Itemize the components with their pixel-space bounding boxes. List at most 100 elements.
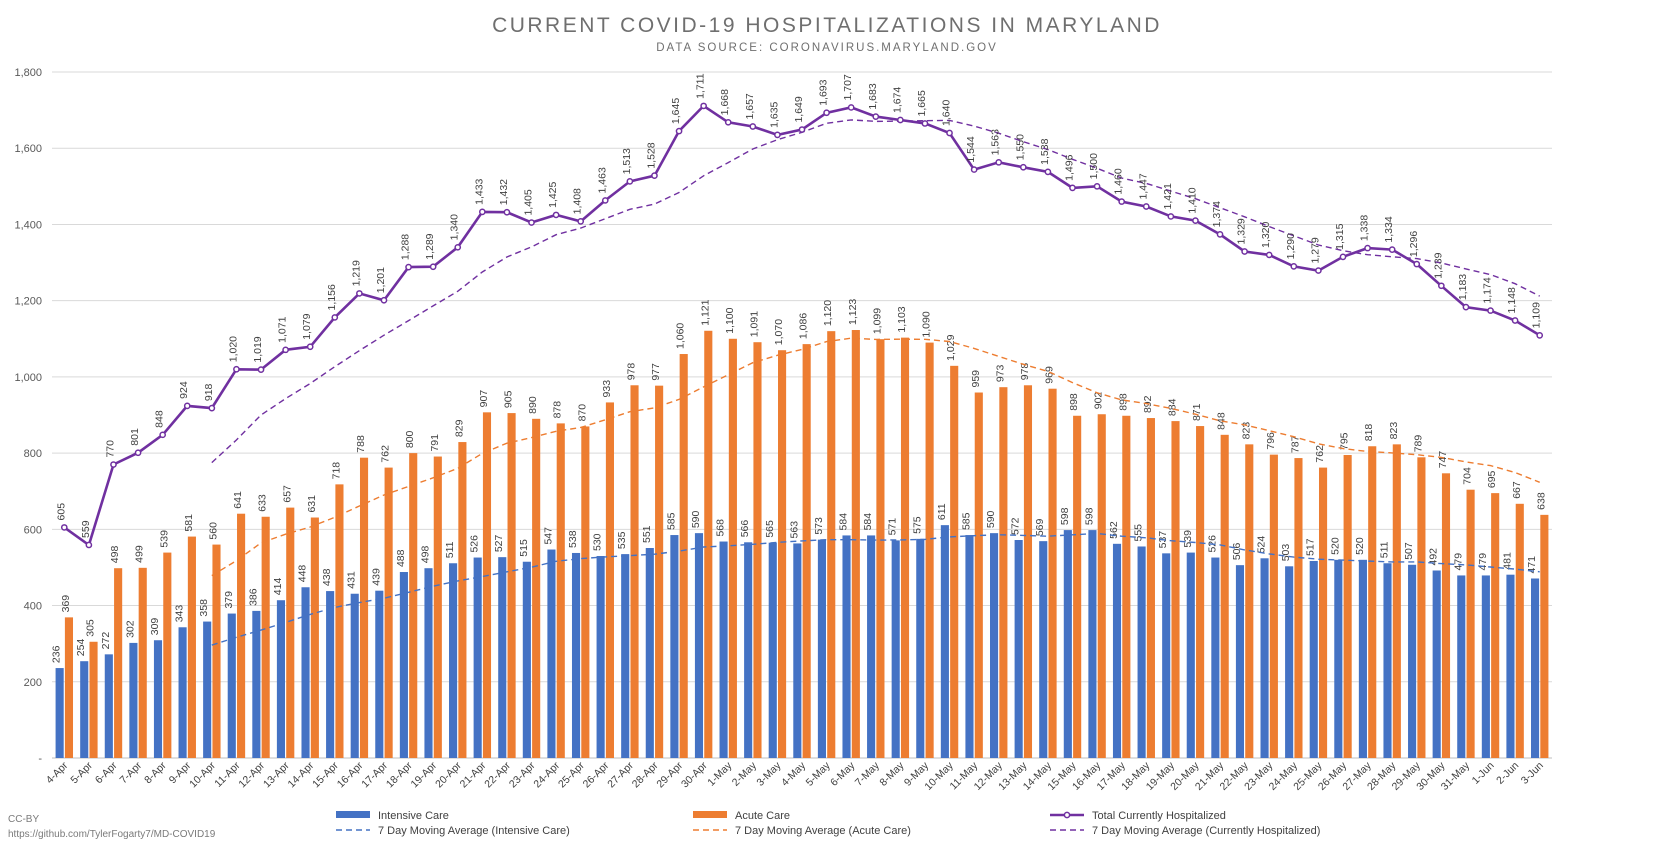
total-point-21-Apr — [478, 208, 486, 216]
moving-average-line — [211, 119, 1541, 464]
total-point-16-May — [1093, 182, 1101, 190]
total-point-24-May — [1290, 263, 1298, 270]
moving-average-line — [211, 337, 1540, 577]
total-data-label: 1,019 — [252, 336, 264, 362]
total-data-label: 1,635 — [768, 101, 780, 127]
bar-data-label: 1,086 — [798, 313, 810, 339]
bar-data-label: 584 — [862, 513, 874, 531]
total-data-label: 1,315 — [1334, 223, 1346, 249]
y-tick-label: 1,600 — [14, 143, 42, 155]
total-point-12-May — [995, 158, 1003, 166]
bar-data-label: 907 — [478, 390, 490, 408]
bar-data-label: 438 — [321, 568, 333, 586]
icu-bar-14-Apr — [301, 587, 310, 758]
x-tick-label: 14-Apr — [286, 759, 317, 790]
bar-data-label: 1,100 — [724, 307, 736, 333]
icu-bar-18-May — [1137, 546, 1146, 758]
icu-bar-11-Apr — [227, 613, 236, 758]
bar-data-label: 517 — [1305, 538, 1317, 556]
acute-bar-14-Apr — [310, 517, 319, 758]
bar-data-label: 254 — [75, 639, 87, 657]
bar-data-label: 568 — [715, 519, 727, 537]
bar-data-label: 631 — [306, 495, 318, 513]
acute-bar-17-May — [1122, 415, 1131, 758]
icu-bar-27-Apr — [621, 554, 630, 758]
acute-bar-3-May — [778, 350, 787, 758]
y-tick-label: 800 — [24, 448, 42, 460]
bar-data-label: 789 — [1412, 435, 1424, 453]
total-data-label: 1,296 — [1408, 231, 1420, 257]
acute-bar-13-Apr — [286, 507, 295, 758]
total-data-label: 1,550 — [1014, 134, 1026, 160]
total-data-label: 1,645 — [670, 98, 682, 124]
bar-data-label: 448 — [297, 565, 309, 583]
acute-bar-19-May — [1171, 421, 1180, 758]
total-data-label: 1,665 — [916, 90, 928, 116]
acute-bar-22-May — [1245, 444, 1254, 758]
bar-data-label: 573 — [813, 517, 825, 535]
acute-bar-6-May — [851, 330, 860, 758]
x-tick-label: 2-Jun — [1494, 760, 1521, 787]
icu-bar-17-May — [1112, 543, 1122, 758]
bar-data-label: 511 — [444, 541, 456, 558]
total-point-8-Apr — [159, 431, 167, 439]
total-point-23-Apr — [528, 219, 535, 226]
acute-bar-13-May — [1023, 385, 1033, 758]
total-data-label: 605 — [55, 503, 67, 521]
acute-bar-29-May — [1417, 457, 1426, 758]
icu-bar-14-May — [1039, 541, 1048, 758]
bar-data-label: 530 — [592, 533, 604, 551]
total-data-label: 1,447 — [1137, 173, 1149, 199]
x-tick-label: 22-Apr — [482, 759, 513, 790]
total-data-label: 1,563 — [990, 129, 1002, 155]
total-point-2-Jun — [1511, 317, 1519, 324]
icu-bar-8-Apr — [153, 640, 163, 758]
total-data-label: 1,405 — [523, 189, 535, 215]
total-point-31-May — [1462, 303, 1470, 311]
acute-bar-12-May — [999, 387, 1008, 758]
total-point-8-May — [897, 116, 904, 124]
total-point-4-Apr — [60, 524, 68, 531]
bar-data-label: 309 — [149, 618, 161, 636]
icu-bar-10-May — [940, 525, 949, 758]
acute-bar-11-May — [974, 392, 983, 758]
total-point-18-May — [1142, 203, 1150, 210]
x-tick-label: 4-May — [779, 759, 809, 789]
acute-bar-26-May — [1343, 455, 1352, 758]
x-tick-label: 30-Apr — [679, 759, 710, 790]
icu-bar-27-May — [1358, 559, 1367, 758]
icu-bar-23-May — [1260, 558, 1269, 758]
total-point-27-May — [1364, 244, 1371, 252]
icu-bar-16-Apr — [350, 593, 359, 758]
total-data-label: 1,239 — [1432, 252, 1444, 278]
bar-data-label: 871 — [1191, 403, 1203, 421]
total-data-label: 1,289 — [424, 233, 436, 259]
total-point-9-May — [921, 120, 929, 127]
icu-bar-20-May — [1186, 552, 1195, 758]
icu-bar-28-Apr — [645, 548, 654, 758]
bar-data-label: 569 — [1034, 518, 1046, 536]
icu-bar-18-Apr — [399, 572, 408, 758]
total-data-label: 1,433 — [473, 178, 485, 204]
total-data-label: 1,538 — [1039, 138, 1051, 164]
x-tick-label: 10-Apr — [187, 759, 218, 790]
bar-data-label: 795 — [1339, 432, 1351, 450]
icu-bar-4-Apr — [55, 668, 64, 758]
bar-data-label: 791 — [429, 434, 441, 452]
bar-data-label: 657 — [281, 485, 293, 503]
total-data-label: 848 — [154, 410, 166, 428]
bar-data-label: 969 — [1044, 366, 1056, 384]
total-data-label: 1,496 — [1063, 154, 1075, 180]
bar-data-label: 527 — [493, 534, 505, 552]
total-point-1-Jun — [1487, 307, 1494, 314]
acute-bar-8-Apr — [163, 552, 172, 758]
total-point-18-Apr — [405, 263, 412, 271]
bar-data-label: 547 — [542, 527, 554, 545]
total-point-14-Apr — [306, 343, 314, 351]
y-tick-label: - — [38, 753, 42, 765]
icu-bar-13-May — [1014, 540, 1023, 758]
source-url[interactable]: https://github.com/TylerFogarty7/MD-COVI… — [8, 829, 216, 840]
bar-data-label: 978 — [626, 363, 638, 381]
x-tick-label: 20-Apr — [433, 759, 464, 790]
bar-data-label: 788 — [355, 435, 367, 453]
